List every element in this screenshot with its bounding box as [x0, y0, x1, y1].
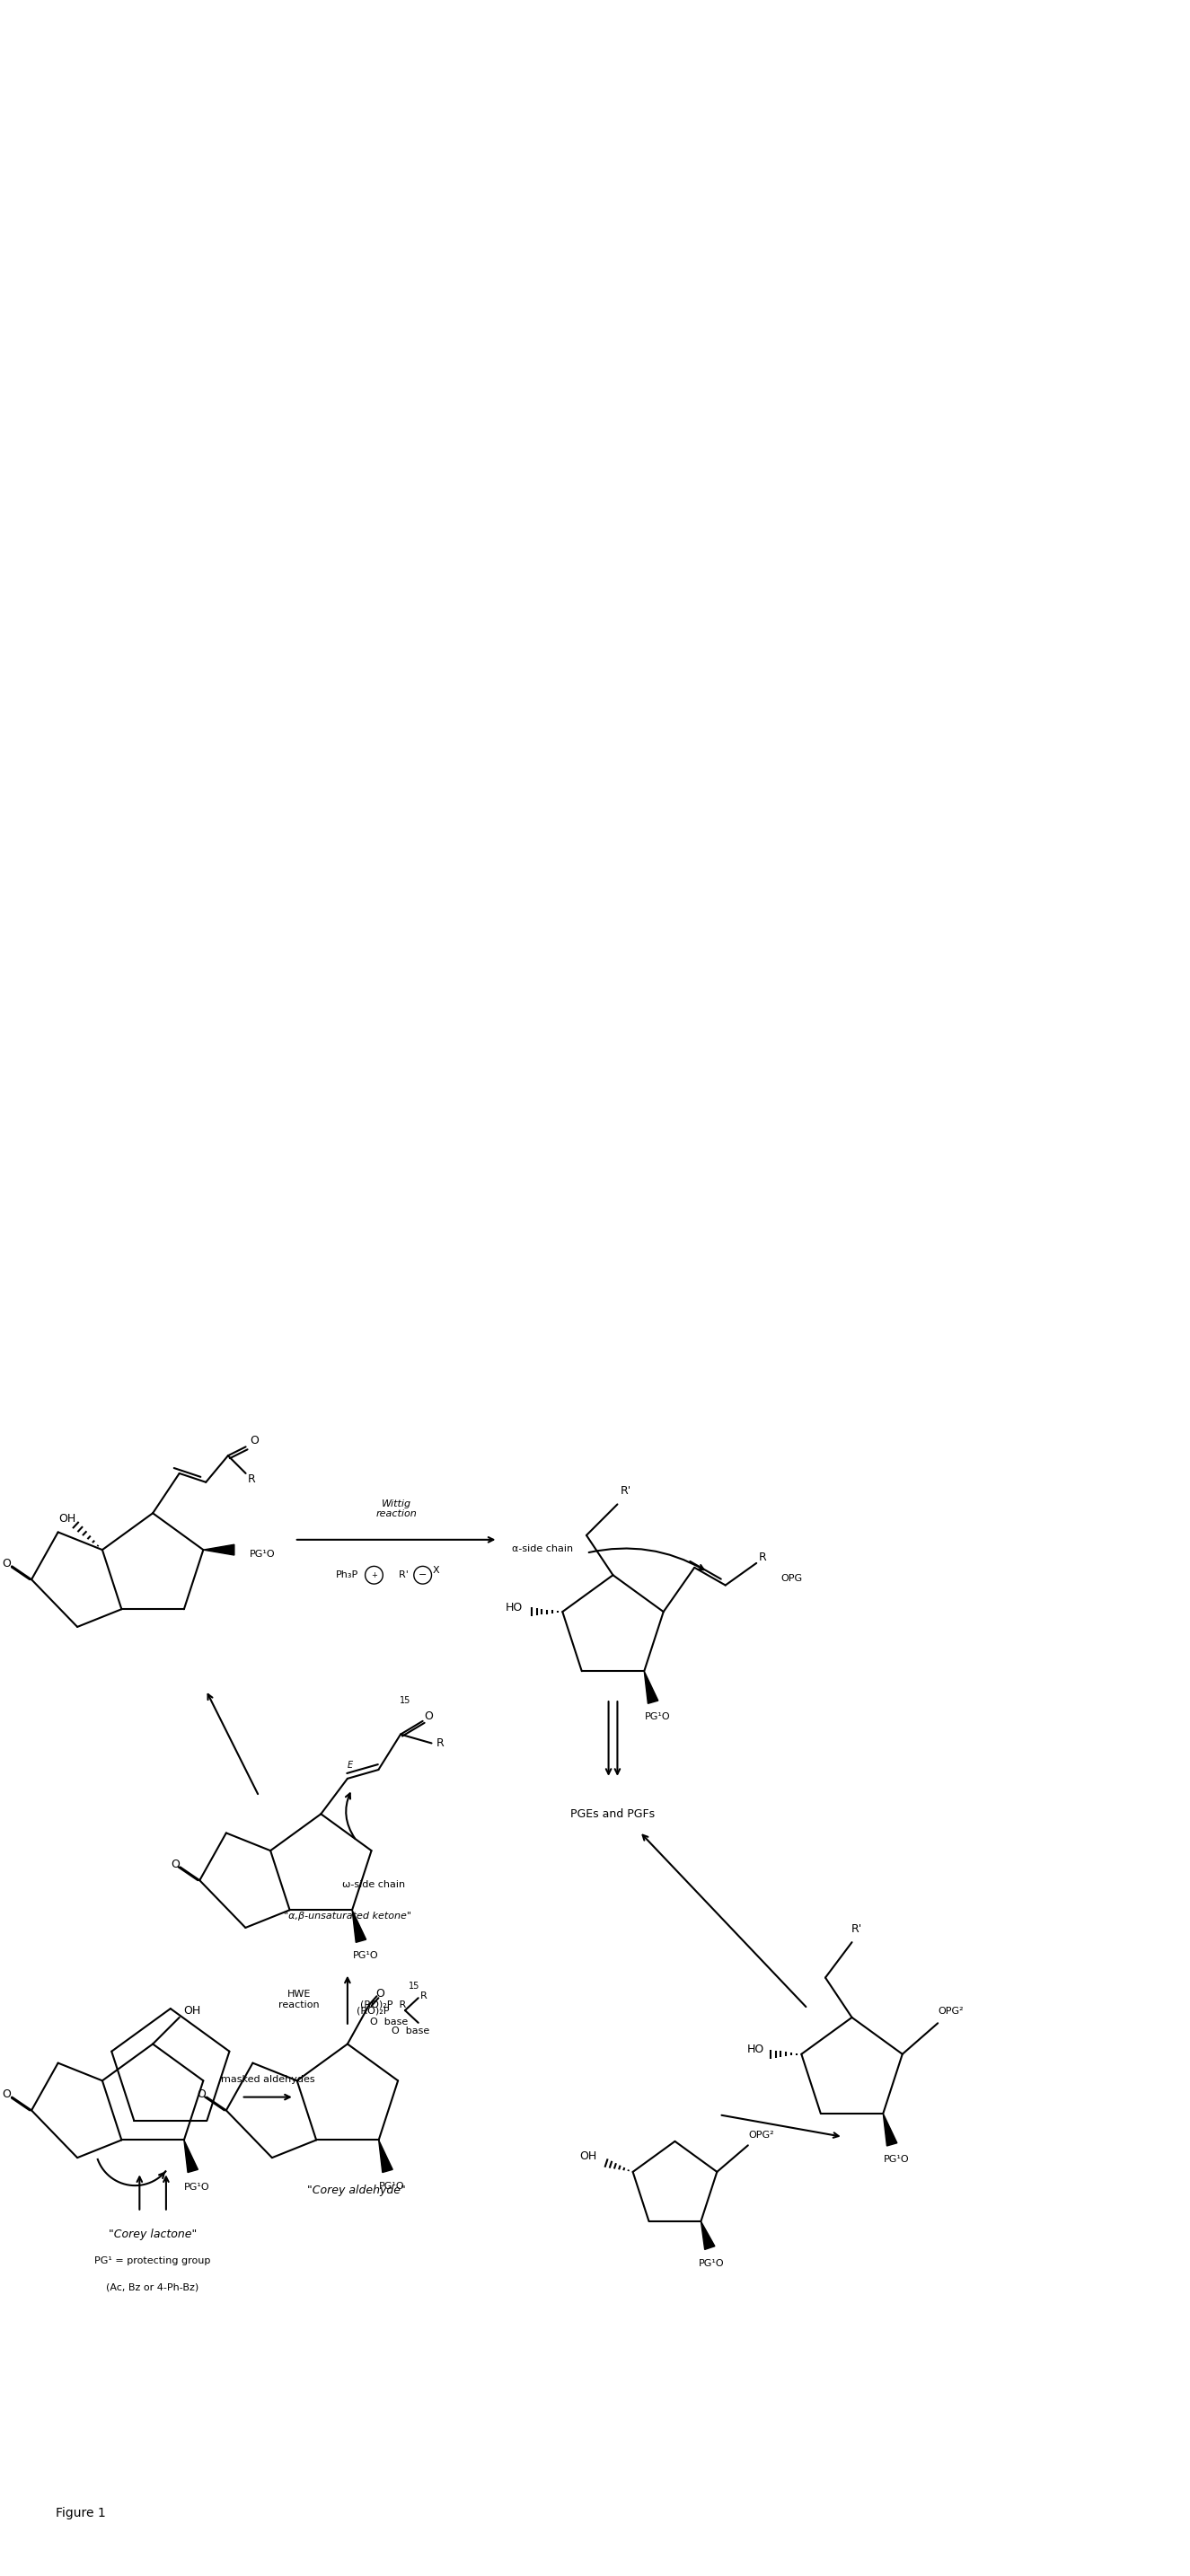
Text: R': R' — [851, 1924, 862, 1935]
Text: (RO)₂P  R: (RO)₂P R — [359, 1999, 406, 2009]
Text: PG¹ = protecting group: PG¹ = protecting group — [95, 2257, 211, 2264]
Text: OPG: OPG — [781, 1574, 802, 1582]
Text: PGEs and PGFs: PGEs and PGFs — [571, 1808, 656, 1819]
Polygon shape — [883, 2112, 897, 2146]
Text: 15: 15 — [400, 1695, 411, 1705]
Text: OPG²: OPG² — [938, 2007, 964, 2017]
Text: −: − — [419, 1571, 427, 1579]
Text: R: R — [420, 1991, 427, 2002]
Polygon shape — [644, 1672, 658, 1703]
Text: "Corey lactone": "Corey lactone" — [108, 2228, 196, 2241]
Text: HO: HO — [505, 1602, 522, 1613]
Text: OH: OH — [580, 2151, 597, 2161]
Text: PG¹O: PG¹O — [184, 2182, 211, 2192]
Text: OH: OH — [58, 1512, 75, 1525]
Text: HO: HO — [747, 2043, 764, 2056]
Text: O: O — [250, 1435, 259, 1448]
Text: O: O — [425, 1710, 433, 1723]
Text: O  base: O base — [358, 2017, 408, 2027]
Text: PG¹O: PG¹O — [380, 2182, 405, 2190]
Text: OPG²: OPG² — [749, 2130, 775, 2138]
Polygon shape — [352, 1909, 367, 1942]
Text: masked aldehydes: masked aldehydes — [221, 2074, 315, 2084]
Text: O: O — [2, 1558, 11, 1569]
Text: +: + — [371, 1571, 377, 1579]
Text: PG¹O: PG¹O — [883, 2156, 909, 2164]
Text: R: R — [759, 1551, 766, 1564]
Text: Figure 1: Figure 1 — [56, 2506, 106, 2519]
Text: PG¹O: PG¹O — [645, 1713, 670, 1721]
Text: "Corey aldehyde": "Corey aldehyde" — [307, 2184, 406, 2195]
Text: E: E — [347, 1762, 352, 1770]
Text: PG¹O: PG¹O — [250, 1551, 275, 1558]
Text: Wittig
reaction: Wittig reaction — [376, 1499, 416, 1517]
Polygon shape — [184, 2141, 198, 2172]
Text: X: X — [432, 1566, 439, 1574]
Text: O: O — [2, 2089, 11, 2099]
Text: O: O — [376, 1989, 384, 1999]
Text: Ph₃P: Ph₃P — [336, 1571, 359, 1579]
Text: O: O — [198, 2089, 206, 2099]
Polygon shape — [203, 1546, 234, 1556]
Text: (Ac, Bz or 4-Ph-Bz): (Ac, Bz or 4-Ph-Bz) — [106, 2282, 199, 2293]
Text: "α,β-unsaturated ketone": "α,β-unsaturated ketone" — [283, 1911, 412, 1919]
Text: 15: 15 — [408, 1981, 419, 1991]
Text: α-side chain: α-side chain — [512, 1543, 572, 1553]
Text: HWE
reaction: HWE reaction — [278, 1991, 319, 2009]
Text: R': R' — [393, 1571, 408, 1579]
Text: PG¹O: PG¹O — [352, 1953, 378, 1960]
Text: PG¹O: PG¹O — [699, 2259, 725, 2269]
Text: R: R — [437, 1736, 444, 1749]
Text: (RO)₂P: (RO)₂P — [356, 2007, 389, 2014]
Polygon shape — [378, 2141, 393, 2172]
Text: R: R — [248, 1473, 256, 1486]
Text: R': R' — [621, 1486, 632, 1497]
Text: O  base: O base — [392, 2027, 430, 2035]
Text: O: O — [170, 1857, 180, 1870]
Text: ω-side chain: ω-side chain — [343, 1880, 406, 1888]
Text: OH: OH — [183, 2004, 201, 2017]
Polygon shape — [701, 2221, 715, 2249]
